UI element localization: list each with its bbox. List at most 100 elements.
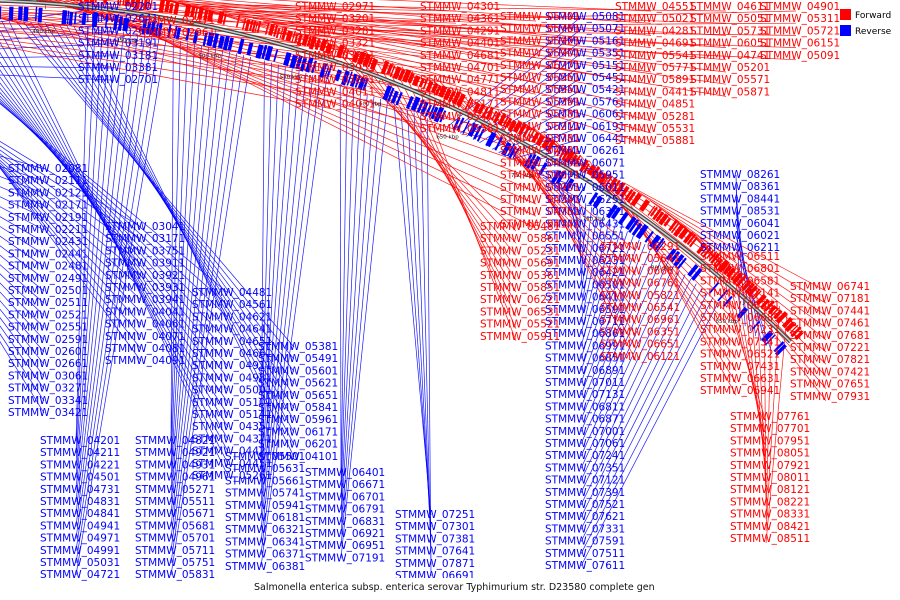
scale-tick-label: 750 kbp bbox=[583, 216, 606, 222]
gene-block bbox=[0, 6, 2, 20]
gene-block bbox=[517, 123, 527, 136]
forward-gene-label: STMMW_07951 bbox=[730, 435, 810, 447]
gene-block bbox=[649, 206, 659, 217]
reverse-gene-label: STMMW_04941 bbox=[40, 520, 120, 532]
forward-gene-label: STMMW_07181 bbox=[790, 293, 870, 305]
forward-label-connector bbox=[212, 8, 727, 36]
forward-strand-genes bbox=[66, 0, 804, 341]
reverse-label-connector bbox=[170, 42, 188, 466]
reverse-gene-label: STMMW_06411 bbox=[545, 292, 625, 304]
gene-block bbox=[261, 44, 268, 59]
forward-gene-label: STMMW_05581 bbox=[420, 123, 500, 135]
reverse-label-connector bbox=[0, 167, 142, 338]
forward-gene-label: STMMW_03201 bbox=[295, 13, 375, 25]
forward-gene-label: STMMW_05471 bbox=[420, 111, 500, 123]
forward-gene-label: STMMW_06761 bbox=[600, 278, 680, 290]
gene-block bbox=[439, 110, 447, 123]
gene-block bbox=[117, 16, 123, 31]
reverse-gene-label: STMMW_06371 bbox=[225, 549, 305, 561]
reverse-gene-label: STMMW_05681 bbox=[135, 520, 215, 532]
gene-block bbox=[256, 20, 262, 33]
gene-block bbox=[149, 0, 153, 10]
gene-block bbox=[382, 85, 393, 101]
gene-block bbox=[283, 51, 292, 67]
reverse-gene-label: STMMW_05381 bbox=[258, 341, 338, 353]
reverse-gene-label: STMMW_05651 bbox=[258, 390, 338, 402]
gene-block bbox=[197, 6, 205, 20]
gene-block bbox=[507, 119, 517, 133]
gene-block bbox=[586, 164, 597, 176]
gene-block bbox=[741, 279, 752, 291]
gene-block bbox=[289, 54, 298, 69]
reverse-gene-label: STMMW_04661 bbox=[192, 348, 272, 360]
forward-label-connector bbox=[748, 278, 767, 483]
reverse-label-connector bbox=[580, 207, 593, 298]
gene-block bbox=[407, 72, 415, 84]
reverse-label-connector bbox=[0, 95, 229, 343]
gene-block bbox=[392, 66, 402, 80]
reverse-label-connector bbox=[580, 235, 634, 384]
reverse-gene-label: STMMW_07001 bbox=[545, 426, 625, 438]
gene-block bbox=[717, 289, 728, 302]
gene-block bbox=[203, 9, 209, 22]
forward-label-connector bbox=[283, 22, 797, 27]
reverse-gene-label: STMMW_06381 bbox=[225, 561, 305, 573]
reverse-gene-label: STMMW_06991 bbox=[545, 340, 625, 352]
forward-gene-label: STMMW_04901 bbox=[760, 1, 840, 13]
gene-block bbox=[94, 0, 97, 3]
forward-gene-label: STMMW_05531 bbox=[615, 123, 695, 135]
gene-block bbox=[420, 101, 429, 116]
reverse-gene-label: STMMW_04351 bbox=[192, 421, 272, 433]
reverse-label-connector bbox=[0, 103, 229, 294]
reverse-label-connector bbox=[260, 77, 321, 555]
gene-block bbox=[362, 78, 369, 91]
reverse-label-connector bbox=[580, 288, 703, 530]
forward-gene-label: STMMW_05861 bbox=[480, 233, 560, 245]
reverse-label-connector bbox=[580, 261, 669, 457]
reverse-gene-label: STMMW_06041 bbox=[700, 218, 780, 230]
gene-block bbox=[424, 104, 432, 117]
reverse-gene-label: STMMW_06071 bbox=[545, 157, 625, 169]
reverse-label-connector bbox=[580, 252, 658, 432]
gene-block bbox=[244, 19, 251, 32]
reverse-label-connector bbox=[0, 66, 115, 69]
forward-gene-label: STMMW_07141 bbox=[700, 288, 780, 300]
reverse-gene-label: STMMW_02661 bbox=[8, 358, 88, 370]
gene-block bbox=[688, 236, 698, 248]
reverse-gene-label: STMMW_05261 bbox=[192, 470, 272, 482]
gene-block bbox=[492, 112, 501, 124]
caption-background bbox=[248, 578, 652, 594]
gene-block bbox=[334, 69, 342, 82]
reverse-label-connector bbox=[0, 55, 115, 58]
forward-gene-label: STMMW_05181 bbox=[500, 109, 580, 121]
gene-block bbox=[281, 27, 288, 41]
gene-block bbox=[83, 0, 90, 3]
forward-gene-label: STMMW_07221 bbox=[790, 342, 870, 354]
gene-block bbox=[324, 42, 333, 55]
forward-gene-label: STMMW_04361 bbox=[420, 13, 500, 25]
forward-gene-label: STMMW_05361 bbox=[480, 270, 560, 282]
gene-block bbox=[344, 49, 350, 61]
gene-block bbox=[416, 99, 425, 113]
reverse-gene-label: STMMW_06891 bbox=[545, 365, 625, 377]
forward-label-connector bbox=[163, 0, 652, 122]
reverse-gene-label: STMMW_04731 bbox=[40, 484, 120, 496]
reverse-gene-label: STMMW_05621 bbox=[258, 378, 338, 390]
reverse-label-connector bbox=[0, 18, 115, 32]
reverse-gene-label: STMMW_07061 bbox=[545, 438, 625, 450]
reverse-label-connector bbox=[0, 156, 142, 277]
reverse-gene-label: STMMW_04451 bbox=[192, 458, 272, 470]
reverse-gene-label: STMMW_07521 bbox=[545, 499, 625, 511]
forward-gene-label: STMMW_06961 bbox=[600, 314, 680, 326]
forward-gene-label: STMMW_04761 bbox=[500, 206, 580, 218]
scale-tick-mark bbox=[533, 152, 537, 157]
reverse-gene-label: STMMW_03041 bbox=[105, 221, 185, 233]
reverse-label-connector bbox=[0, 43, 115, 50]
reverse-gene-label: STMMW_05071 bbox=[545, 23, 625, 35]
gene-block bbox=[405, 95, 414, 110]
reverse-gene-label: STMMW_03061 bbox=[8, 370, 88, 382]
reverse-label-connector bbox=[340, 101, 388, 559]
gene-block bbox=[134, 0, 141, 10]
forward-gene-label: STMMW_05881 bbox=[615, 135, 695, 147]
reverse-gene-label: STMMW_04921 bbox=[135, 447, 215, 459]
